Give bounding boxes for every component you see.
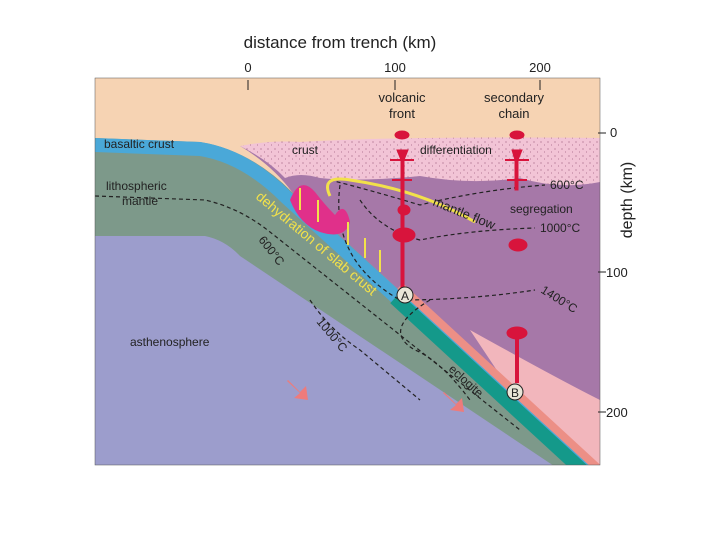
secondary-chain-line: secondary: [484, 90, 544, 105]
label: segregation: [510, 202, 573, 216]
mantle-flow-arrow: [326, 177, 476, 224]
label: asthenosphere: [130, 335, 210, 349]
label: crust: [292, 143, 319, 157]
isotherm: [400, 299, 471, 401]
isotherm: [329, 179, 546, 206]
volcanic-front-line: front: [389, 106, 415, 121]
title: distance from trench (km): [244, 33, 437, 52]
melt-blobs: [290, 185, 350, 235]
depth-axis: 0 100 200 depth (km): [598, 125, 636, 420]
label: 600°C: [550, 178, 584, 192]
dehydration-arrows: [299, 188, 381, 272]
continental-crust: [240, 137, 600, 186]
lithospheric-mantle-region: [95, 138, 590, 465]
tick-label: 100: [384, 60, 406, 75]
tick-label: 100: [606, 265, 628, 280]
label: 1000°C: [540, 221, 580, 235]
melt-zone: [470, 330, 600, 465]
eclogite-band: [390, 292, 587, 465]
isotherm: [338, 184, 536, 301]
melt-layer: [397, 283, 600, 465]
volcanoes: [390, 130, 529, 383]
distance-axis: 0 100 200: [244, 60, 551, 90]
label: mantle: [122, 194, 158, 208]
basaltic-crust-band: [95, 138, 592, 465]
flow-arrows: [287, 380, 464, 412]
label: B: [511, 386, 519, 400]
isotherm: [359, 199, 536, 241]
cross-section: [95, 78, 600, 465]
tick-label: 200: [606, 405, 628, 420]
label: basaltic crust: [104, 137, 175, 151]
volcanic-front-line: volcanic: [379, 90, 426, 105]
label: A: [401, 289, 409, 303]
secondary-chain-line: chain: [498, 106, 529, 121]
depth-axis-title: depth (km): [619, 162, 636, 238]
label: lithospheric: [106, 179, 167, 193]
tick-label: 0: [610, 125, 617, 140]
tick-label: 200: [529, 60, 551, 75]
label: differentiation: [420, 143, 492, 157]
isotherm: [309, 299, 421, 401]
point-a-marker: [396, 286, 414, 304]
point-b-marker: [506, 383, 524, 401]
tick-label: 0: [244, 60, 251, 75]
